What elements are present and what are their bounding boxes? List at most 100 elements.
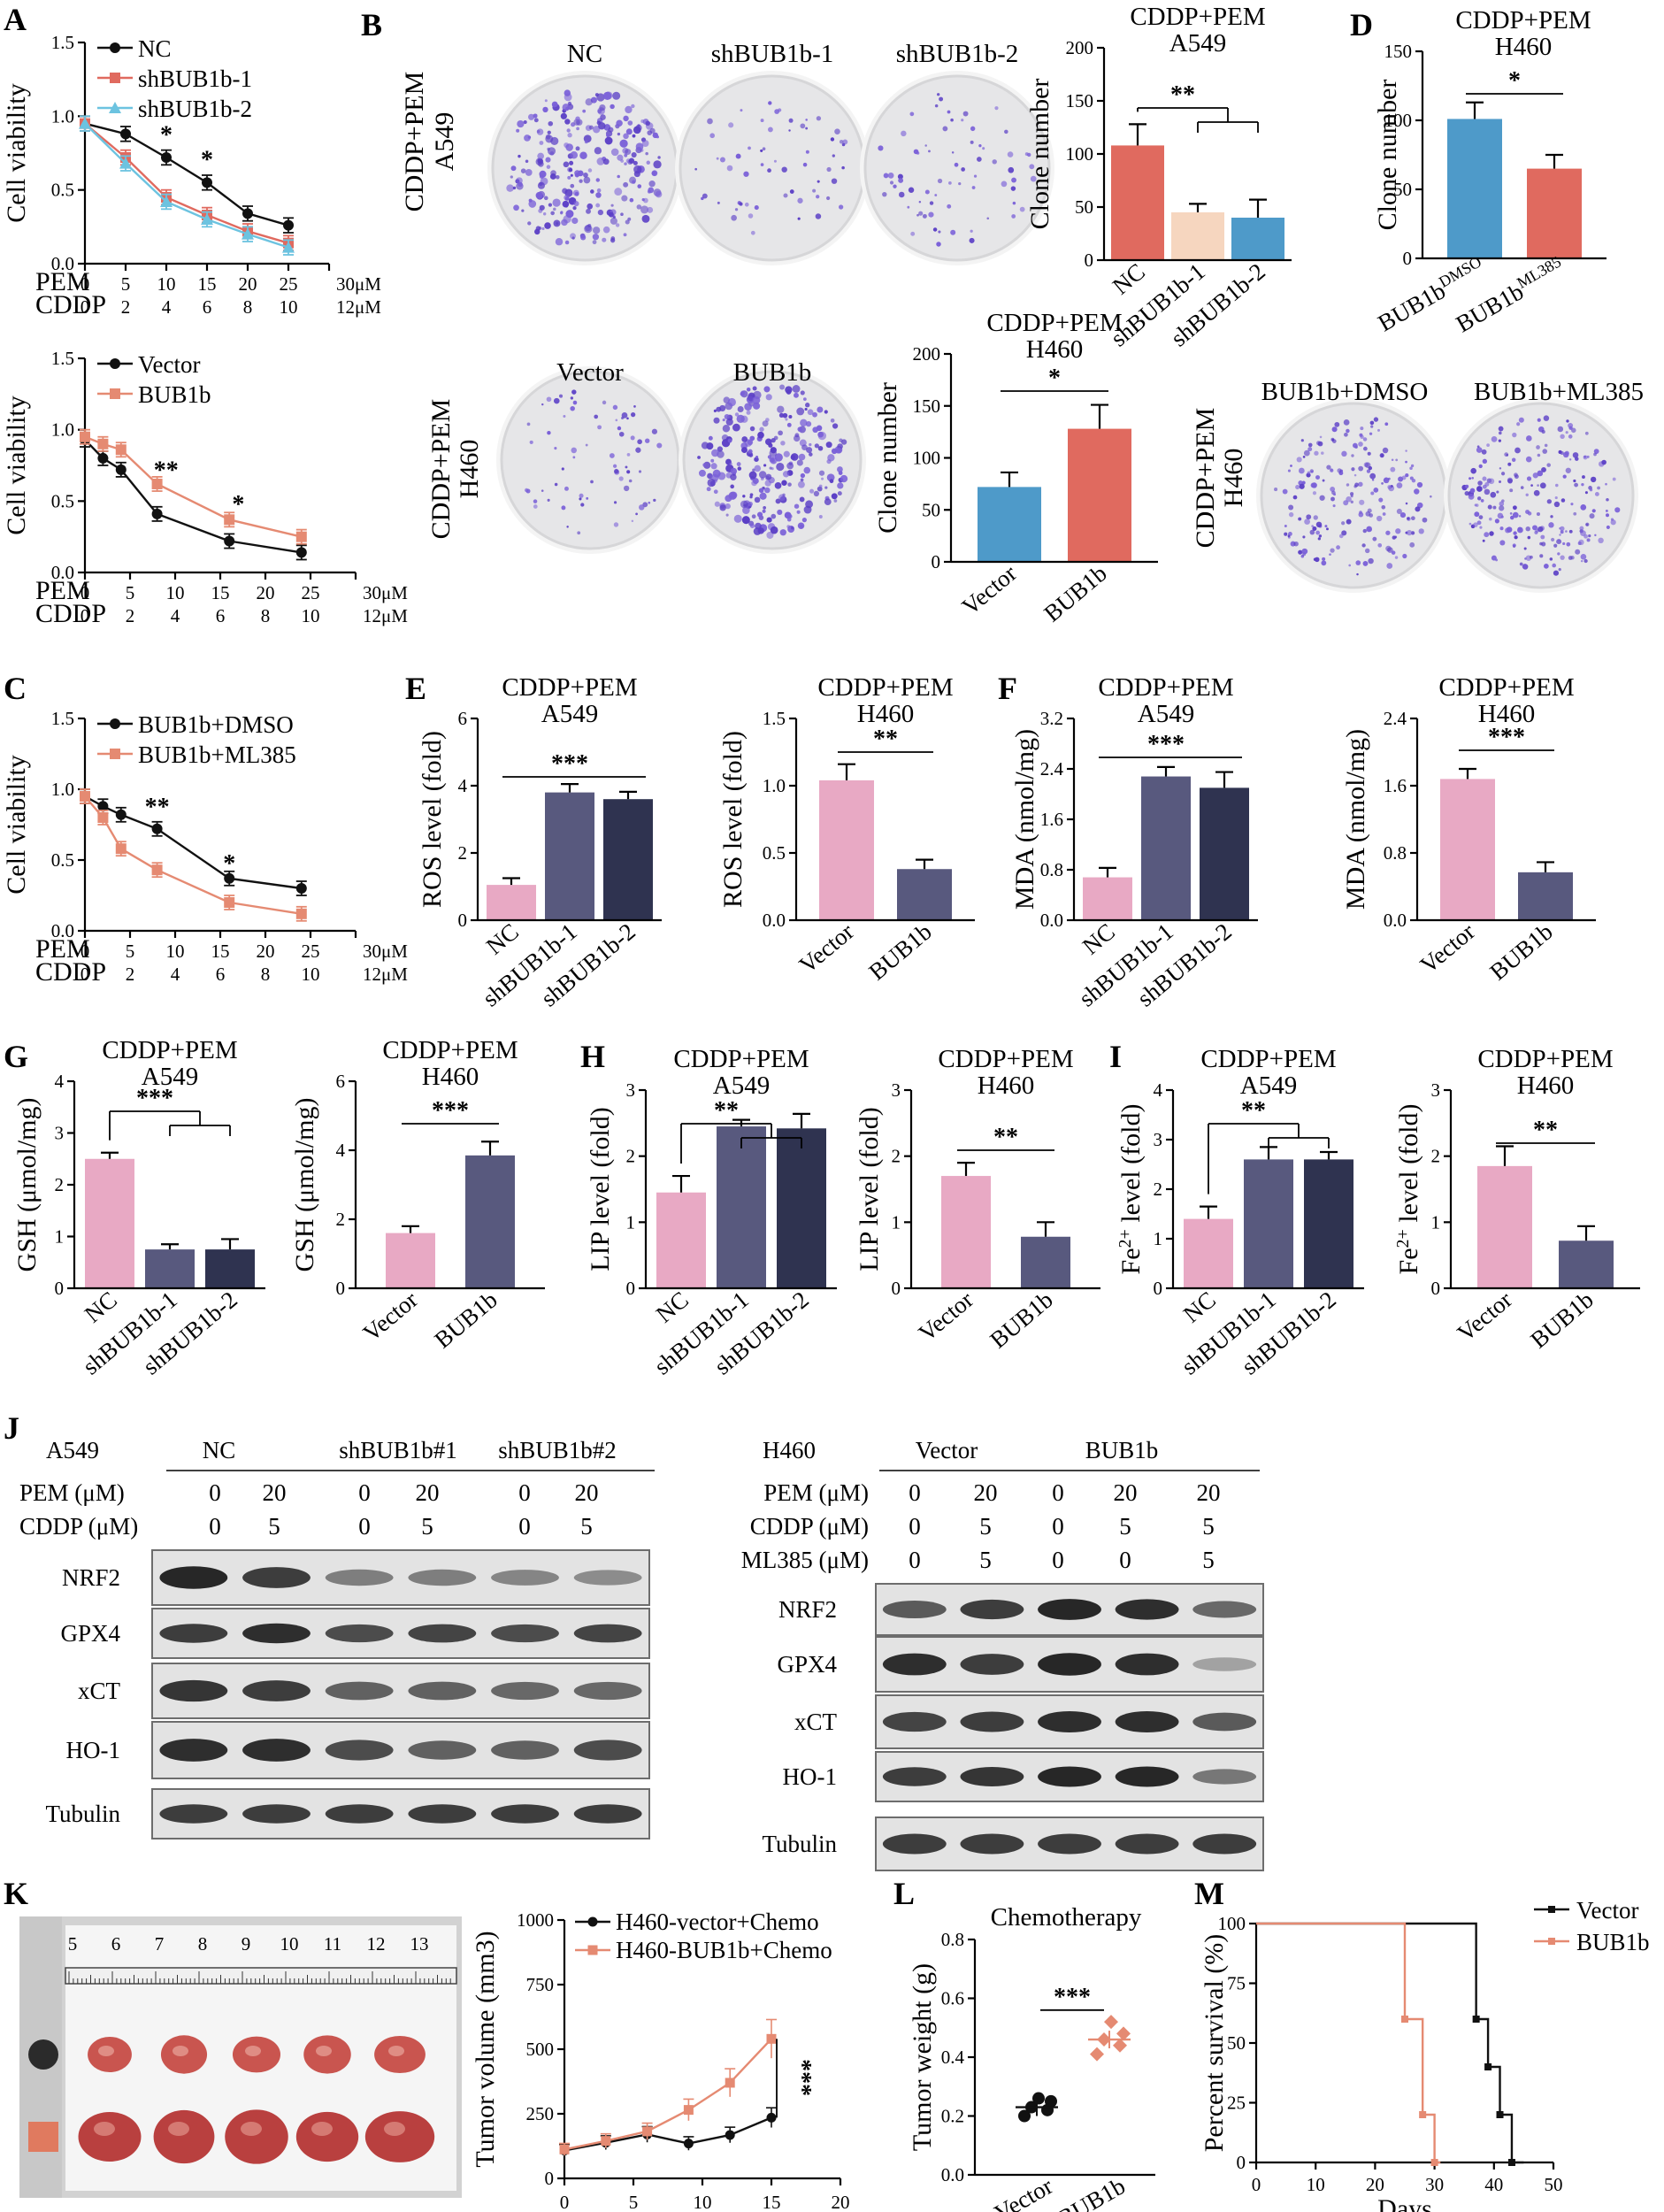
- legend-label: BUB1b+ML385: [138, 741, 296, 768]
- colony: [1330, 487, 1336, 492]
- y-tick-label: 1.6: [1040, 809, 1063, 830]
- colony: [576, 127, 579, 131]
- legend-label: Vector: [138, 351, 200, 378]
- data-point: [1090, 2047, 1104, 2062]
- colony: [744, 403, 752, 411]
- colony: [546, 165, 551, 169]
- colony: [947, 204, 952, 209]
- colony: [1589, 513, 1595, 519]
- colony: [572, 456, 576, 459]
- colony: [832, 423, 839, 429]
- y-tick-label: 0: [458, 910, 468, 931]
- band-label: HO-1: [66, 1737, 121, 1763]
- category-label: NC: [481, 918, 524, 960]
- cddp-dose: 6: [216, 964, 226, 985]
- colony: [1354, 482, 1359, 488]
- colony: [978, 144, 982, 148]
- colony: [1330, 548, 1335, 553]
- colony: [1601, 459, 1606, 465]
- chart-subtitle: H460: [1478, 700, 1535, 728]
- colony: [907, 205, 910, 209]
- band: [1115, 1653, 1179, 1676]
- legend-marker: [110, 749, 120, 759]
- colony: [1394, 535, 1398, 539]
- band: [242, 1804, 311, 1824]
- colony: [1396, 508, 1402, 515]
- colony: [565, 143, 573, 151]
- cddp-dose: 2: [121, 296, 131, 318]
- colony: [1395, 458, 1399, 462]
- chart-subtitle: A549: [541, 700, 598, 728]
- colony: [805, 403, 810, 408]
- colony: [527, 135, 532, 139]
- chart-subtitle: A549: [1138, 700, 1194, 728]
- colony: [1581, 482, 1584, 487]
- colony: [637, 184, 642, 188]
- colony: [1494, 518, 1499, 524]
- colony: [570, 396, 574, 400]
- colony: [1314, 450, 1319, 456]
- colony: [814, 443, 819, 449]
- category-label: BUB1b: [1054, 2172, 1130, 2212]
- colony: [893, 184, 897, 188]
- pem-dose: 0: [81, 941, 90, 962]
- colony: [1559, 534, 1561, 536]
- x-tick-label: 40: [1484, 2174, 1503, 2195]
- colony: [1369, 513, 1374, 518]
- cddp-dose: 4: [171, 964, 180, 985]
- colony: [1537, 453, 1541, 457]
- colony: [708, 435, 713, 441]
- x-tick-label: 50: [1545, 2174, 1563, 2195]
- legend-marker: [110, 718, 120, 729]
- category-label: Vector: [794, 918, 859, 979]
- colony: [1373, 487, 1379, 493]
- colony: [878, 145, 884, 151]
- band: [491, 1570, 559, 1586]
- chart-title: CDDP+PEM: [673, 1045, 809, 1073]
- pem-dose: 30μM: [336, 273, 381, 295]
- band: [491, 1740, 559, 1760]
- colony: [753, 402, 761, 410]
- colony: [1468, 522, 1472, 526]
- colony: [832, 154, 835, 157]
- colony: [794, 434, 801, 442]
- colony: [1311, 482, 1317, 488]
- colony: [1378, 497, 1384, 503]
- tumor-highlight: [168, 2122, 189, 2136]
- colony: [1598, 537, 1604, 544]
- colony: [763, 386, 771, 393]
- colony: [602, 237, 607, 242]
- colony: [962, 111, 969, 117]
- colony: [805, 119, 808, 121]
- legend-marker: [1548, 1906, 1555, 1913]
- colony: [533, 504, 538, 509]
- colony: [1589, 488, 1593, 492]
- bar: [1304, 1159, 1353, 1288]
- colony: [1370, 491, 1375, 495]
- colony: [748, 471, 757, 480]
- colony: [736, 414, 745, 423]
- blot-strip: [151, 1608, 650, 1659]
- colony: [594, 147, 602, 155]
- colony: [1322, 557, 1326, 561]
- colony: [1367, 508, 1372, 513]
- colony: [544, 99, 548, 103]
- colony: [800, 419, 808, 427]
- colony: [1512, 505, 1517, 511]
- data-point: [224, 872, 235, 884]
- colony: [618, 476, 624, 481]
- data-point: [115, 464, 127, 475]
- colony: [1274, 488, 1278, 492]
- survival-curve: [1256, 1922, 1441, 2164]
- data-point: [642, 2126, 653, 2137]
- colony: [606, 133, 610, 138]
- colony: [992, 159, 997, 165]
- colony: [1499, 526, 1504, 531]
- bar: [85, 1158, 134, 1288]
- colony: [788, 129, 791, 132]
- colony: [1368, 465, 1373, 471]
- colony: [824, 486, 828, 489]
- colony: [702, 463, 707, 467]
- colony: [617, 174, 620, 179]
- blot-strip: [875, 1816, 1264, 1871]
